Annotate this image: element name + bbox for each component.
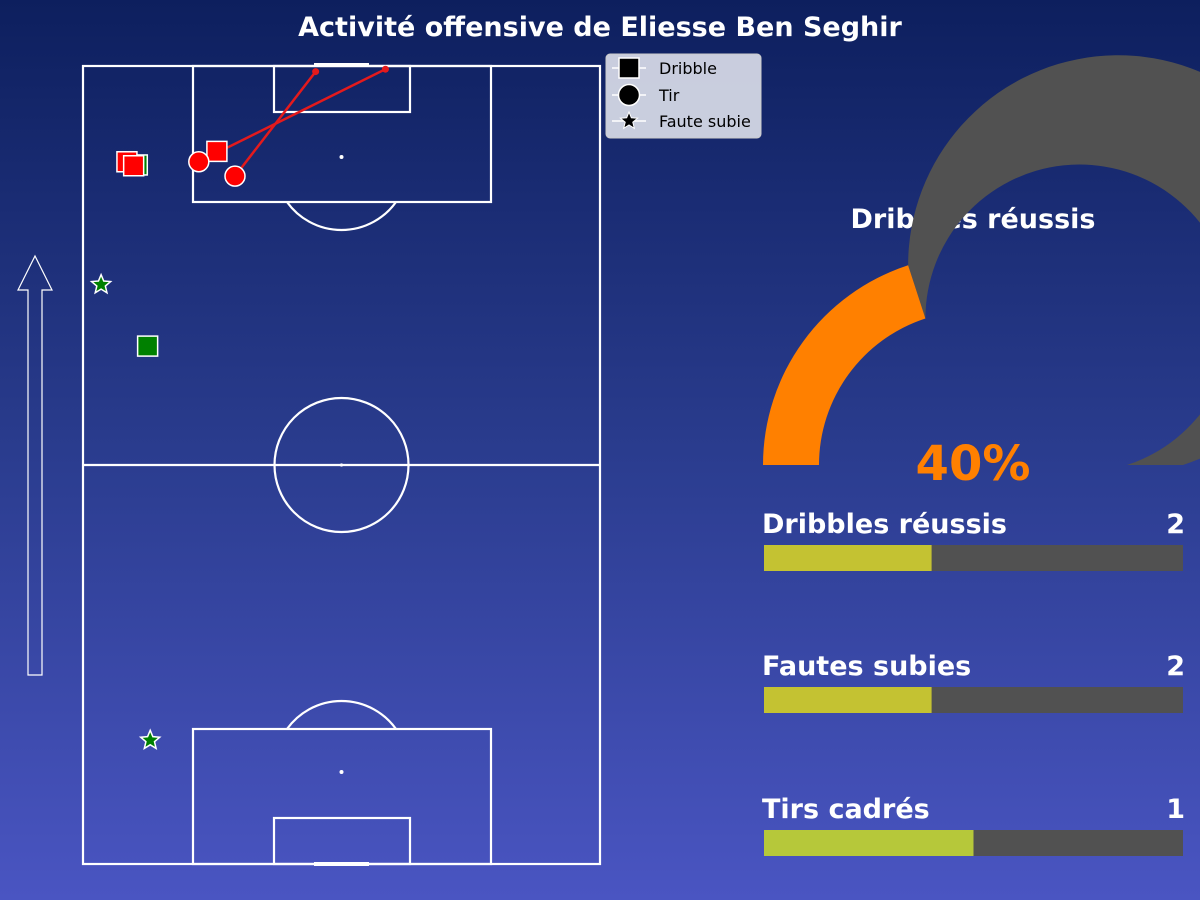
legend-item-foul: Faute subie [612, 110, 751, 131]
foul-won-marker [138, 728, 162, 750]
dribble-marker [122, 155, 145, 177]
legend-circle-icon [617, 83, 641, 107]
shot-end-point [312, 68, 320, 76]
gauge-track [908, 55, 1200, 465]
legend-star-icon [619, 110, 639, 130]
legend-label-dribble: Dribble [659, 59, 717, 78]
legend-item-shot: Tir [612, 83, 680, 107]
shot-trajectory-line [198, 68, 387, 163]
legend-label-shot: Tir [658, 86, 680, 105]
legend-label-foul: Faute subie [659, 112, 751, 131]
bottom-penalty-spot [339, 770, 344, 774]
bottom-six-yard-box [272, 816, 412, 866]
gauge-fill [763, 265, 926, 465]
legend-box [605, 53, 762, 139]
legend: Dribble Tir Faute subie [605, 53, 762, 139]
stat-label: Tirs cadrés [762, 794, 930, 825]
stat-bar-fill [764, 687, 932, 713]
chart-title: Activité offensive de Eliesse Ben Seghir [298, 12, 902, 43]
stat-bars: Dribbles réussis 2 Fautes subies 2 Tirs cadr… [762, 509, 1185, 856]
bottom-penalty-arc [286, 699, 397, 730]
centre-circle [273, 396, 410, 534]
shot-marker [224, 165, 246, 187]
foul-won-marker [89, 272, 113, 295]
stat-bar-fill [764, 545, 932, 571]
event-markers [89, 65, 389, 750]
stat-label: Dribbles réussis [762, 509, 1007, 540]
attack-direction-arrow [17, 254, 53, 676]
legend-item-dribble: Dribble [612, 57, 717, 79]
stat-value: 2 [1166, 651, 1185, 682]
dribble-marker [136, 335, 159, 357]
stat-label: Fautes subies [762, 651, 971, 682]
shot-end-point [381, 65, 389, 73]
top-six-yard-box [272, 64, 412, 114]
gauge: Dribbles réussis 40% [763, 55, 1200, 492]
pitch [81, 63, 602, 866]
stat-value: 1 [1166, 794, 1185, 825]
bottom-penalty-area [191, 727, 493, 866]
gauge-value-label: 40% [916, 436, 1031, 492]
centre-spot [339, 463, 344, 467]
stat-value: 2 [1166, 509, 1185, 540]
top-penalty-spot [339, 155, 344, 159]
top-penalty-arc [286, 201, 397, 232]
shot-trajectory-line [234, 70, 317, 177]
shot-marker [188, 151, 210, 173]
dribble-marker [206, 140, 228, 163]
stat-bar-fill [764, 830, 974, 856]
gauge-title: Dribbles réussis [851, 204, 1096, 235]
legend-square-icon [618, 57, 640, 79]
